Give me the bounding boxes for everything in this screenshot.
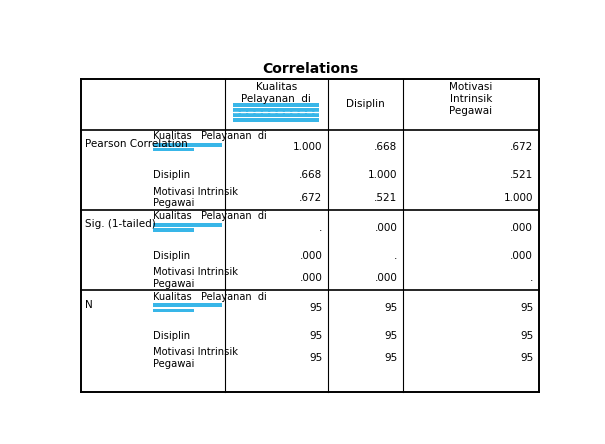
Text: 1.000: 1.000: [368, 170, 397, 180]
Text: .: .: [394, 251, 397, 261]
Text: Kualitas   Pelayanan  di: Kualitas Pelayanan di: [152, 211, 266, 221]
Text: .: .: [319, 223, 322, 233]
Text: Sig. (1-tailed): Sig. (1-tailed): [85, 219, 155, 230]
Text: 95: 95: [384, 331, 397, 341]
Text: Disiplin: Disiplin: [346, 99, 385, 109]
Text: .672: .672: [299, 193, 322, 202]
Bar: [233, 107, 319, 112]
Text: .521: .521: [510, 170, 533, 180]
Text: 95: 95: [309, 303, 322, 313]
Bar: [152, 143, 222, 147]
Text: .000: .000: [374, 223, 397, 233]
Text: 95: 95: [384, 303, 397, 313]
Bar: [233, 113, 319, 117]
Text: 95: 95: [384, 353, 397, 363]
Text: Motivasi Intrinsik
Pegawai: Motivasi Intrinsik Pegawai: [152, 267, 238, 289]
Text: 95: 95: [309, 331, 322, 341]
Bar: [233, 118, 319, 122]
Bar: [152, 228, 194, 232]
Bar: [152, 309, 194, 312]
Text: 95: 95: [520, 353, 533, 363]
Text: 95: 95: [520, 303, 533, 313]
Text: .000: .000: [511, 223, 533, 233]
Bar: [233, 103, 319, 107]
Text: .668: .668: [374, 143, 397, 152]
Text: 95: 95: [309, 353, 322, 363]
Text: Kualitas   Pelayanan  di: Kualitas Pelayanan di: [152, 131, 266, 141]
Text: Disiplin: Disiplin: [152, 170, 189, 180]
Text: .000: .000: [511, 251, 533, 261]
Text: Kualitas
Pelayanan  di: Kualitas Pelayanan di: [241, 82, 311, 104]
Text: Motivasi Intrinsik
Pegawai: Motivasi Intrinsik Pegawai: [152, 187, 238, 208]
Text: N: N: [85, 300, 93, 310]
Bar: [152, 303, 222, 307]
Text: 1.000: 1.000: [293, 143, 322, 152]
Text: .000: .000: [299, 251, 322, 261]
Text: .: .: [530, 273, 533, 283]
Text: 1.000: 1.000: [504, 193, 533, 202]
Text: .668: .668: [299, 170, 322, 180]
Text: Disiplin: Disiplin: [152, 331, 189, 341]
Text: Motivasi Intrinsik
Pegawai: Motivasi Intrinsik Pegawai: [152, 348, 238, 369]
Text: .521: .521: [374, 193, 397, 202]
Text: Kualitas   Pelayanan  di: Kualitas Pelayanan di: [152, 292, 266, 301]
Bar: [152, 223, 222, 227]
Text: .000: .000: [299, 273, 322, 283]
Text: 95: 95: [520, 331, 533, 341]
Text: Pearson Correlation: Pearson Correlation: [85, 139, 188, 149]
Text: .672: .672: [510, 143, 533, 152]
Text: Motivasi
Intrinsik
Pegawai: Motivasi Intrinsik Pegawai: [449, 82, 492, 115]
Text: Correlations: Correlations: [262, 62, 358, 76]
Bar: [152, 148, 194, 151]
Text: Disiplin: Disiplin: [152, 251, 189, 261]
Text: .000: .000: [374, 273, 397, 283]
